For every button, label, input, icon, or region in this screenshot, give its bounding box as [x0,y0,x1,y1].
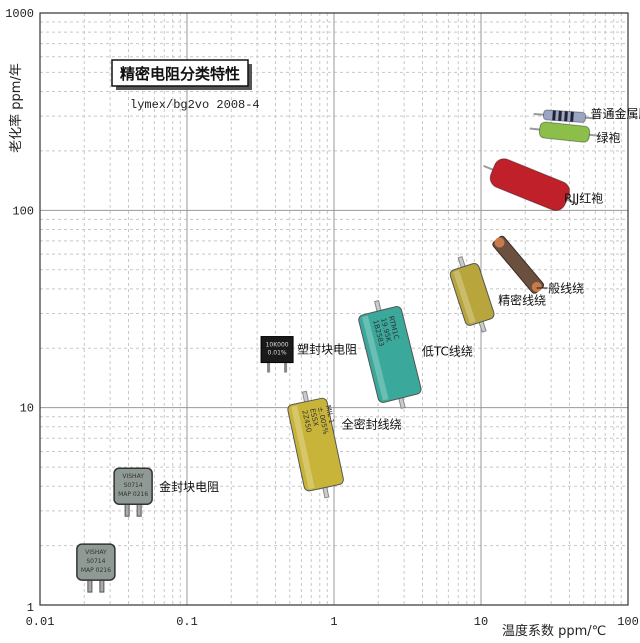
data-point-metal-can: VISHAY S0714 MAP 0216 [76,543,116,593]
resistor-marking: 10K000 [266,342,289,349]
terminal [531,281,542,292]
data-point-axial: 绿袍 [529,121,621,145]
resistor-marking: S0714 [124,482,143,489]
resistor-body [358,306,422,403]
y-tick-label: 100 [12,204,34,218]
resistor-image: VISHAY S0714 MAP 0216 [76,543,116,593]
y-tick-label: 1000 [5,7,34,21]
resistor-body [76,543,116,581]
point-label: 低TC线绕 [422,344,473,358]
point-label: 普通金属膜 [591,106,640,121]
point-label: RJJ红袍 [564,191,603,206]
resistor-image: VISHAY S0714 MAP 0216 [113,467,153,517]
resistor-marking: 0.01% [268,350,287,357]
resistor-body [113,467,153,505]
y-tick-label: 1 [27,601,34,615]
highlight [453,270,476,324]
resistor-body [489,158,571,211]
highlight [362,315,389,401]
data-point-metal-can: VISHAY S0714 MAP 0216 金封块电阻 [113,467,219,517]
resistor-body [260,336,294,364]
highlight [291,405,315,489]
point-label: 一般线绕 [536,281,584,296]
resistor-image [449,256,495,333]
chart-title: 精密电阻分类特性 [120,65,240,83]
x-tick-label: 0.01 [26,615,55,629]
color-band [552,110,556,121]
point-label: 绿袍 [597,130,621,145]
terminal [494,237,505,248]
color-band [564,111,568,122]
point-label: 精密线绕 [498,292,546,307]
lead [267,360,271,373]
y-axis-label: 老化率 ppm/年 [8,63,24,153]
data-point-axial: RJJ红袍 [483,158,603,211]
color-band [558,110,562,121]
data-point-axial-small: 普通金属膜 [533,106,640,123]
resistor-marking: VISHAY [122,473,144,480]
resistor-body [449,262,495,326]
lead [284,360,288,373]
data-points: VISHAY S0714 MAP 0216 VISHAY S0714 MAP 0216 金封… [76,106,640,593]
resistor-image [483,158,577,211]
resistor-marking: MAP 0216 [81,567,111,574]
resistor-image [533,109,596,123]
x-tick-label: 100 [617,615,639,629]
data-point-cylinder: 精密线绕 [449,256,546,333]
data-point-flat-wirewound: 一般线绕 [492,235,584,296]
title-box: 精密电阻分类特性 [111,59,252,90]
resistor-body [538,121,591,143]
resistor-marking: MAP 0216 [118,491,148,498]
chart-subtitle: lymex/bg2vo 2008-4 [130,98,260,112]
plot-frame [39,12,629,606]
x-tick-label: 0.1 [176,615,198,629]
x-tick-label: 10 [474,615,488,629]
y-tick-label: 10 [20,402,34,416]
x-axis-label: 温度系数 ppm/℃ [502,623,606,639]
resistor-marking: MIL 1 [324,404,336,424]
resistor-image [529,121,600,143]
axes: 0.01 0.1 1 10 100 1 10 100 1000 [5,7,639,629]
x-tick-label: 1 [330,615,337,629]
color-band [570,111,574,122]
resistor-marking: ESSX [308,408,320,428]
resistor-image [492,235,545,294]
point-label: 金封块电阻 [159,479,219,494]
point-label: 全密封线绕 [342,417,402,432]
point-label: 塑封块电阻 [297,342,357,357]
resistor-marking: S0714 [86,558,105,565]
resistor-marking: VISHAY [85,549,107,556]
resistor-body [287,397,344,492]
